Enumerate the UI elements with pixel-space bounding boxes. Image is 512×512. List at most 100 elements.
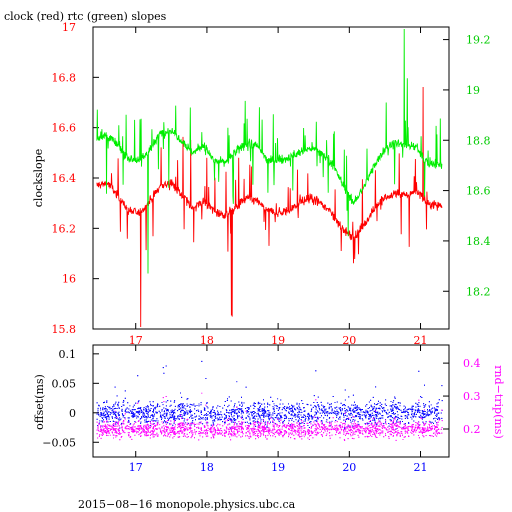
scatter-point-offset (263, 415, 265, 417)
scatter-point-offset (226, 409, 228, 411)
scatter-point-offset (268, 419, 270, 421)
scatter-point-offset (418, 416, 420, 418)
scatter-point-offset (340, 412, 342, 414)
scatter-point-offset (246, 421, 248, 423)
scatter-point-offset (106, 401, 108, 403)
scatter-point-offset (96, 413, 98, 415)
scatter-point-offset (302, 403, 304, 404)
scatter-point-offset (118, 419, 120, 421)
scatter-point-offset (122, 404, 124, 406)
scatter-point-offset (265, 423, 267, 425)
scatter-point-offset (288, 412, 290, 414)
scatter-point-offset (259, 402, 261, 404)
scatter-point-offset (417, 410, 419, 412)
scatter-point-offset (363, 414, 365, 416)
scatter-point-offset (301, 400, 303, 402)
scatter-point-offset (206, 414, 208, 416)
scatter-point-offset (393, 418, 395, 420)
scatter-point-offset (107, 421, 109, 423)
scatter-point-offset (389, 415, 391, 417)
scatter-point-offset (185, 413, 187, 415)
scatter-point-offset (377, 407, 379, 409)
scatter-point-offset (290, 424, 292, 426)
scatter-point-offset (268, 414, 269, 416)
scatter-point-offset (261, 410, 263, 412)
scatter-point-offset (364, 423, 366, 425)
scatter-point-offset (347, 425, 349, 427)
scatter-point-offset (108, 411, 110, 413)
scatter-point-offset (396, 407, 398, 409)
scatter-point-offset (320, 420, 322, 422)
scatter-point-offset (387, 416, 389, 418)
scatter-point-offset (292, 412, 294, 413)
scatter-point-offset (190, 414, 192, 416)
scatter-point-offset (269, 415, 270, 417)
scatter-point-offset (298, 405, 300, 407)
scatter-point-offset (400, 409, 402, 411)
scatter-point-offset (289, 406, 291, 408)
scatter-point-offset (396, 408, 398, 410)
scatter-point-offset (404, 408, 406, 410)
scatter-point-offset (171, 409, 173, 411)
scatter-point-offset (204, 407, 206, 409)
scatter-point-offset (224, 418, 226, 420)
scatter-point-offset (209, 415, 211, 417)
scatter-point-offset (344, 407, 346, 409)
scatter-point-offset (104, 408, 106, 409)
scatter-point-offset (131, 415, 133, 417)
scatter-point-offset (251, 415, 253, 417)
scatter-point-offset (226, 415, 227, 417)
scatter-point-offset (245, 408, 246, 409)
scatter-point-offset (249, 419, 251, 421)
scatter-point-offset (198, 415, 200, 417)
scatter-point-offset (206, 402, 208, 404)
scatter-point-offset (150, 404, 152, 406)
scatter-point-offset (344, 410, 346, 412)
scatter-point-offset (373, 414, 375, 416)
scatter-point-offset (285, 410, 287, 412)
scatter-point-offset (167, 410, 169, 412)
scatter-point-offset (234, 412, 236, 414)
scatter-point-offset (431, 408, 432, 410)
scatter-point-offset (217, 414, 219, 416)
scatter-point-offset (114, 386, 116, 388)
scatter-point-offset (315, 413, 317, 415)
scatter-point-offset (103, 419, 104, 421)
scatter-point-offset (412, 416, 414, 418)
scatter-point-offset (233, 415, 235, 417)
scatter-point-offset (440, 412, 442, 414)
scatter-point-offset (259, 416, 261, 418)
scatter-point-offset (303, 423, 305, 424)
scatter-point-offset (115, 416, 117, 417)
scatter-point-offset (369, 410, 371, 412)
scatter-point-offset (308, 412, 310, 414)
scatter-point-offset (285, 417, 287, 419)
scatter-point-offset (259, 422, 261, 424)
scatter-point-offset (153, 415, 155, 417)
scatter-point-offset (153, 409, 155, 411)
scatter-point-offset (433, 407, 435, 409)
slopes-y2-tick-label: 18.6 (466, 185, 491, 198)
scatter-point-offset (165, 401, 167, 403)
scatter-point-offset (134, 409, 136, 411)
scatter-point-offset (354, 419, 356, 421)
scatter-point-offset (328, 413, 330, 415)
scatter-point-offset (115, 415, 117, 417)
scatter-point-offset (381, 410, 383, 412)
scatter-point-offset (436, 418, 438, 419)
scatter-point-offset (390, 410, 392, 412)
scatter-point-offset (423, 417, 425, 419)
scatter-point-offset (147, 405, 149, 407)
scatter-point-offset (371, 412, 373, 414)
scatter-point-offset (386, 412, 387, 414)
scatter-point-offset (239, 409, 241, 411)
scatter-point-offset (392, 407, 394, 409)
scatter-point-offset (395, 403, 397, 405)
scatter-point-offset (166, 410, 168, 412)
scatter-point-offset (267, 410, 269, 412)
scatter-point-offset (375, 411, 377, 413)
scatter-point-offset (122, 414, 123, 416)
scatter-point-offset (184, 411, 185, 413)
scatter-point-offset (156, 404, 158, 406)
scatter-point-offset (182, 410, 184, 412)
